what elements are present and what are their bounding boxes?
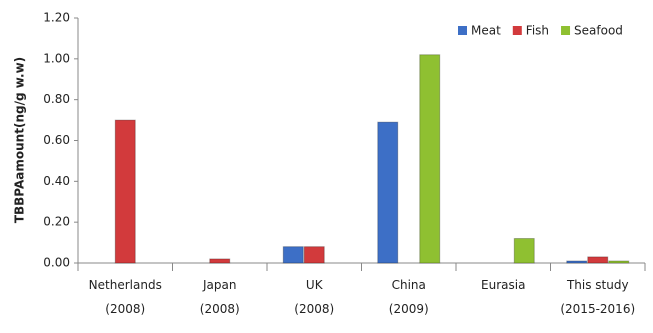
x-tick-label-line: (2015-2016) [560,302,635,316]
x-tick-label: Netherlands (2008) [89,278,162,316]
bar [419,54,441,264]
y-tick-label: 0.80 [43,92,70,106]
x-tick-label-line: (2009) [389,302,429,316]
x-tick-label: UK (2008) [294,278,334,316]
x-tick-label-line: China [392,278,426,292]
bar [587,256,609,264]
legend-swatch [561,26,571,35]
y-tick-label: 0.00 [43,256,70,270]
legend-label: Seafood [574,24,623,38]
bar [114,119,136,264]
y-axis-label: TBBPAamount(ng/g w.w) [13,57,27,223]
bar [608,260,630,264]
x-tick-label: Eurasia [481,278,525,292]
legend-swatch [512,26,522,35]
legend-swatch [458,26,467,35]
y-tick-label: 0.20 [43,215,70,229]
x-tick-label-line: Netherlands [89,278,162,292]
x-tick-label-line: This study [566,278,629,292]
legend-label: Meat [471,24,501,38]
x-tick-label-line: (2008) [200,302,240,316]
y-tick-label: 1.20 [43,11,70,25]
x-tick-label-line: Eurasia [481,278,525,292]
bar [377,121,399,264]
x-tick-label-line: (2008) [105,302,145,316]
y-tick-label: 0.40 [43,174,70,188]
x-tick-label: China (2009) [389,278,429,316]
legend-label: Fish [526,24,549,38]
x-tick-label: This study (2015-2016) [560,278,635,316]
bar [303,246,325,264]
x-tick-label-line: UK [306,278,324,292]
y-tick-label: 0.60 [43,133,70,147]
x-tick-label: Japan (2008) [200,278,240,316]
bar [209,258,231,264]
x-tick-label-line: Japan [202,278,236,292]
y-tick-label: 1.00 [43,51,70,65]
x-tick-label-line: (2008) [294,302,334,316]
bar [282,246,304,264]
bar [513,238,535,264]
bar [566,260,588,264]
